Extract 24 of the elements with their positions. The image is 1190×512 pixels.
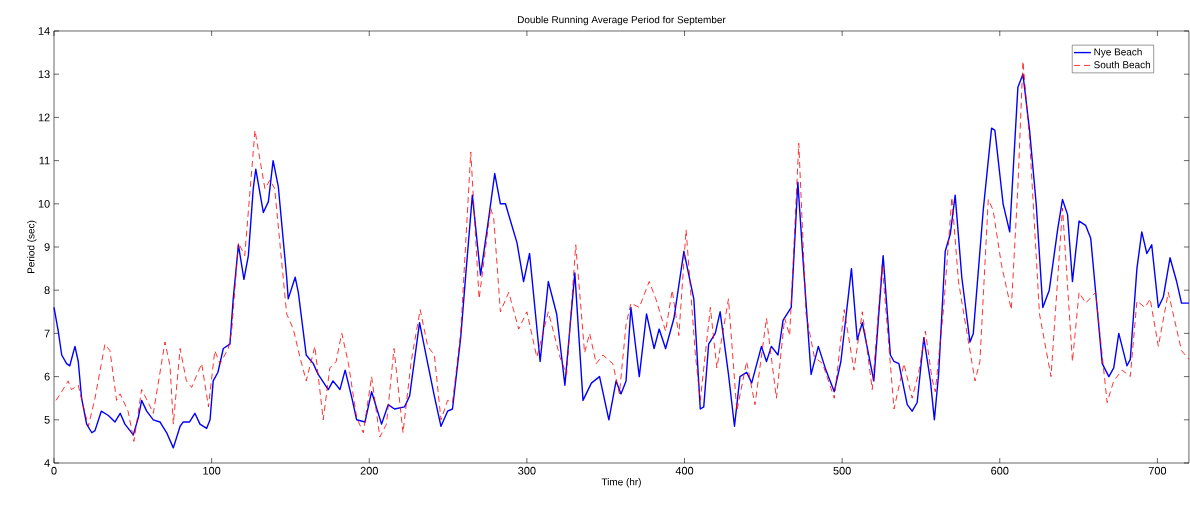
y-tick-label: 8: [44, 286, 50, 295]
y-tick-label: 11: [39, 156, 50, 165]
x-tick-label: 0: [51, 466, 57, 475]
x-tick-label: 100: [203, 466, 221, 475]
y-tick-label: 13: [38, 70, 50, 79]
x-tick-label: 600: [991, 466, 1009, 475]
y-tick-label: 5: [44, 415, 50, 424]
y-tick-label: 6: [44, 372, 50, 381]
x-axis-title: Time (hr): [601, 478, 641, 488]
x-tick-label: 400: [675, 466, 694, 475]
legend-label: South Beach: [1094, 61, 1151, 69]
x-tick-label: 700: [1148, 466, 1167, 475]
y-tick-label: 4: [44, 459, 50, 467]
y-tick-label: 7: [44, 329, 50, 338]
x-tick-label: 300: [518, 466, 536, 475]
x-tick-label: 500: [833, 466, 851, 475]
y-axis-title: Period (sec): [27, 220, 37, 274]
x-tick-label: 200: [360, 466, 378, 475]
legend-label: Nye Beach: [1094, 48, 1142, 58]
chart-title: Double Running Average Period for September: [517, 15, 726, 26]
y-tick-label: 14: [38, 27, 50, 35]
y-tick-label: 9: [44, 243, 50, 251]
y-tick-label: 12: [38, 113, 50, 122]
y-tick-label: 10: [38, 199, 50, 208]
